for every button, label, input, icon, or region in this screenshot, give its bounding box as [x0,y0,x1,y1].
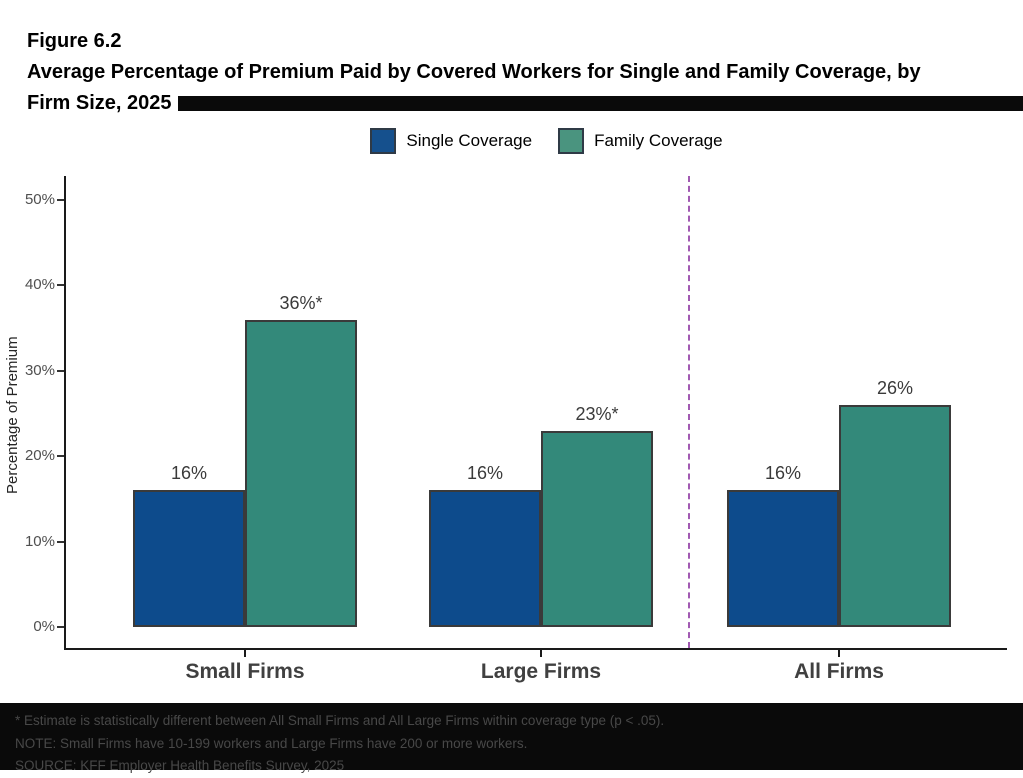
legend-item-single: Single Coverage [370,128,532,154]
category-separator-line [688,176,690,648]
y-tick-label: 30% [24,361,55,379]
legend-swatch-icon [558,128,585,154]
bar-small-firms-family [245,319,357,627]
bar-large-firms-single [429,490,541,627]
y-tick-label: 40% [24,276,55,294]
y-tick-mark [57,626,64,628]
bar-large-firms-family [541,430,653,627]
y-tick-mark [57,369,64,372]
y-tick-mark [57,540,64,543]
plot-area: 0% 10% 20% 30% 40% 50% 16% 36%* Small Firms 16% 23… [25,176,1007,683]
bar-value-label: 16% [466,463,504,484]
footnote-note: NOTE: Small Firms have 10-199 workers an… [15,735,528,751]
y-tick-mark [57,284,64,287]
footer-strip: * Estimate is statistically different be… [0,703,1023,773]
x-category-label: Large Firms [480,660,602,683]
legend-item-family: Family Coverage [558,128,723,154]
x-tick-mark [244,650,246,657]
y-tick-mark [57,199,64,201]
chart-legend: Single Coverage Family Coverage [0,126,1023,156]
figure-title: Figure 6.2 Average Percentage of Premium… [27,26,987,119]
bar-value-label: 16% [764,463,802,484]
figure-title-line2: Average Percentage of Premium Paid by Co… [27,61,921,83]
bar-value-label: 16% [170,463,208,484]
y-axis-title: Percentage of Premium [4,336,21,494]
legend-swatch-icon [370,128,397,154]
x-category-label: Small Firms [185,660,305,683]
title-background-band [178,96,1023,111]
legend-label: Single Coverage [406,131,533,150]
bar-value-label: 36%* [279,292,323,313]
bar-value-label: 26% [876,377,914,398]
y-tick-mark [57,455,64,458]
figure-number: Figure 6.2 [27,30,122,52]
bar-all-firms-single [727,490,839,627]
x-tick-mark [540,650,542,657]
bar-small-firms-single [133,490,245,627]
bar-value-label: 23%* [575,403,619,424]
x-category-label: All Firms [794,660,884,683]
y-tick-label: 0% [33,618,55,635]
legend-label: Family Coverage [594,131,723,150]
y-tick-label: 50% [24,191,55,208]
footnote-estimate: * Estimate is statistically different be… [15,713,665,728]
x-tick-mark [838,650,840,657]
figure-title-line3: Firm Size, 2025 [27,92,172,114]
bar-all-firms-family [839,404,951,627]
y-tick-label: 10% [24,532,55,550]
y-tick-label: 20% [24,447,55,465]
footnote-source: SOURCE: KFF Employer Health Benefits Sur… [15,758,345,773]
